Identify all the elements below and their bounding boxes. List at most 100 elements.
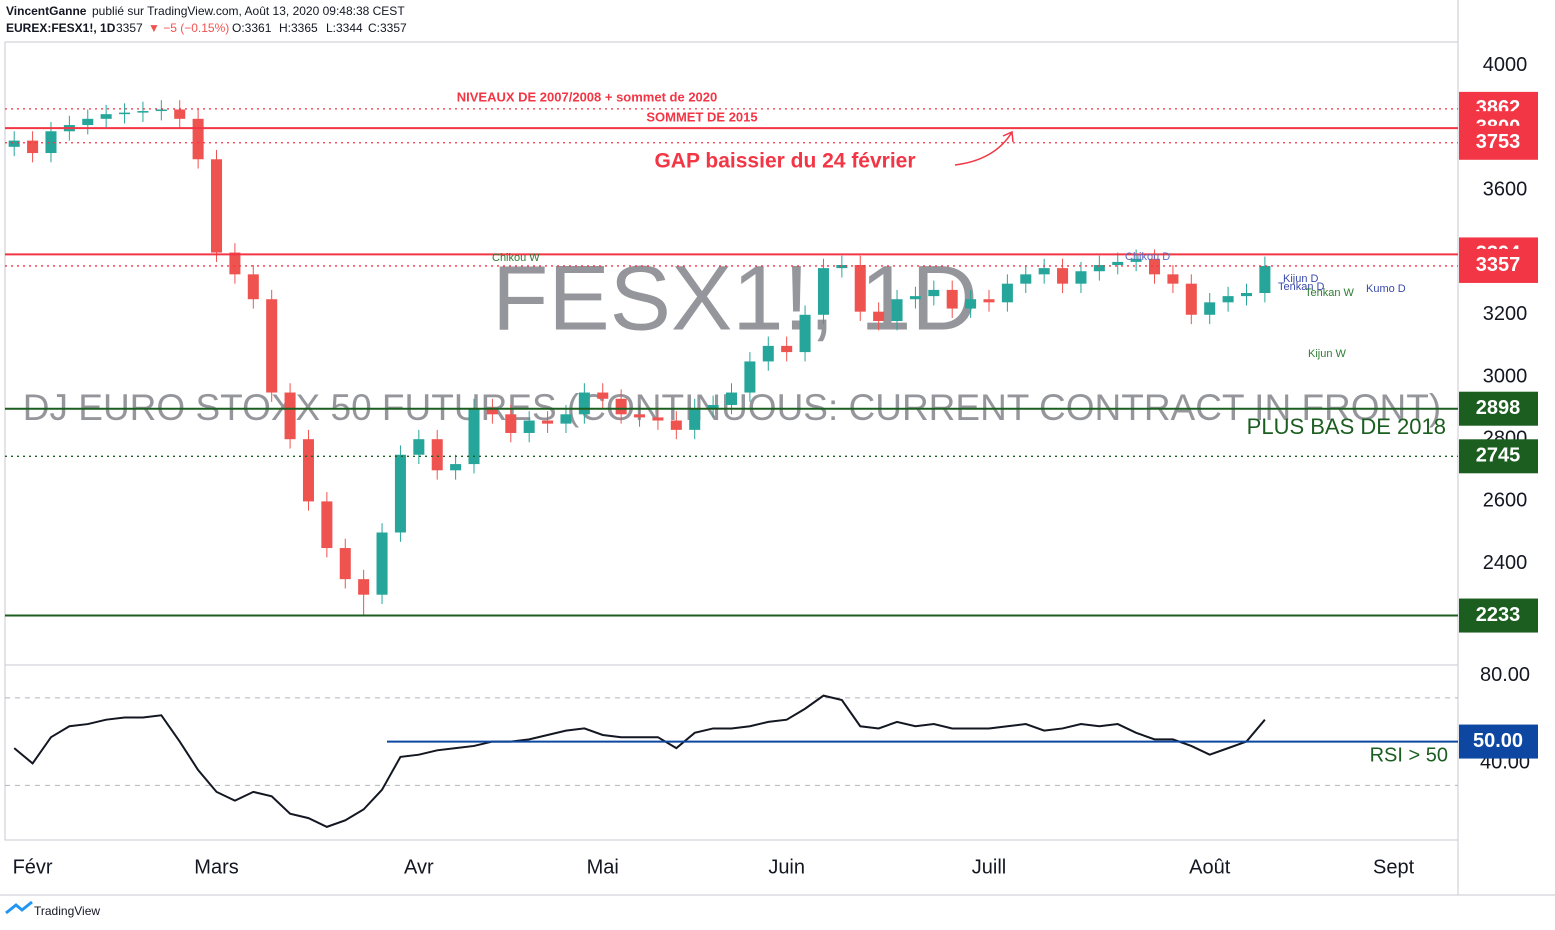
indicator-label: Chikou D xyxy=(1125,251,1170,263)
x-tick-label: Août xyxy=(1189,856,1231,878)
candle-body xyxy=(376,532,388,595)
x-tick-label: Mars xyxy=(194,856,238,878)
price-label: 2745 xyxy=(1476,445,1521,467)
indicator-label: Tenkan D xyxy=(1278,281,1325,293)
indicator-label: Tenkan W xyxy=(1305,287,1355,299)
candle-body xyxy=(431,439,443,471)
candle-body xyxy=(358,579,370,595)
high: H:3365 xyxy=(279,21,318,35)
indicator-label: Kijun W xyxy=(1308,348,1347,360)
candle-body xyxy=(652,417,664,421)
price-label-box xyxy=(1459,125,1538,160)
candle-body xyxy=(468,408,480,465)
x-tick-label: Avr xyxy=(404,856,434,878)
brand[interactable]: TradingView xyxy=(34,904,100,918)
candle-body xyxy=(615,398,627,415)
price-label-box xyxy=(1459,439,1538,474)
candle-body xyxy=(836,265,848,269)
candle-body xyxy=(486,408,498,415)
candle-body xyxy=(725,392,738,405)
candle-body xyxy=(744,361,756,393)
candle-body xyxy=(1240,293,1253,297)
x-tick-label: Juill xyxy=(972,856,1006,878)
candle-body xyxy=(597,392,609,399)
candle-body xyxy=(634,414,646,418)
candle-body xyxy=(670,420,682,430)
candle-body xyxy=(450,464,462,471)
price-label: 2898 xyxy=(1476,397,1521,419)
y-tick-label: 2400 xyxy=(1483,552,1528,574)
candle-body xyxy=(799,314,811,353)
candle-body xyxy=(266,299,278,393)
x-tick-label: Févr xyxy=(13,856,53,878)
candle-body xyxy=(707,404,719,409)
candle-body xyxy=(339,548,351,580)
candle-body xyxy=(1075,271,1087,284)
candle-body xyxy=(1167,274,1179,284)
y-tick-label: 3000 xyxy=(1483,365,1528,387)
candle-body xyxy=(229,252,241,275)
candle-body xyxy=(578,392,590,415)
open: O:3361 xyxy=(232,21,272,35)
annotation: GAP baissier du 24 février xyxy=(654,150,915,173)
candle-body xyxy=(1057,268,1069,284)
rsi-level-box xyxy=(1459,724,1538,759)
candle-body xyxy=(247,274,259,300)
annotation: NIVEAUX DE 2007/2008 + sommet de 2020 xyxy=(457,89,718,104)
candle-body xyxy=(82,118,94,126)
candle-body xyxy=(210,159,223,253)
author: VincentGanne xyxy=(6,4,87,18)
candle-body xyxy=(909,296,921,300)
candle-body xyxy=(1222,296,1234,303)
y-tick-label: 2600 xyxy=(1483,490,1528,512)
candle-body xyxy=(284,392,296,440)
candle-body xyxy=(321,501,333,549)
candle-body xyxy=(1093,265,1105,272)
close: C:3357 xyxy=(368,21,407,35)
gap-arrow xyxy=(954,130,1014,166)
candle-body xyxy=(27,140,39,154)
price-label: 3753 xyxy=(1476,131,1521,153)
candle-body xyxy=(8,140,20,147)
indicator-label: Kijun D xyxy=(1283,273,1319,285)
low: L:3344 xyxy=(326,21,363,35)
candle-body xyxy=(891,299,903,321)
annotation: SOMMET DE 2015 xyxy=(646,109,757,124)
annotation: RSI > 50 xyxy=(1370,744,1448,766)
y-tick-label: 3200 xyxy=(1483,303,1528,325)
candle-body xyxy=(560,414,572,424)
candle-body xyxy=(192,118,204,160)
rsi-line xyxy=(13,694,1266,828)
candle-body xyxy=(523,420,535,433)
price-label-box xyxy=(1459,248,1538,283)
candle-body xyxy=(413,439,425,455)
y-tick-label: 3600 xyxy=(1483,179,1528,201)
candle-body xyxy=(762,345,774,362)
y-tick-label: 80.00 xyxy=(1480,664,1530,686)
candle-body xyxy=(1185,283,1197,315)
candle-body xyxy=(1259,265,1271,294)
candle-body xyxy=(1130,258,1142,262)
candle-body xyxy=(542,420,554,424)
indicator-label: Chikou W xyxy=(492,252,540,264)
price-label-box xyxy=(1459,598,1538,633)
price-label: 2233 xyxy=(1476,604,1521,626)
candle-body xyxy=(946,289,958,309)
logo xyxy=(5,900,33,915)
candle-body xyxy=(1149,258,1161,275)
candle-body xyxy=(505,414,517,433)
published: publié sur TradingView.com, Août 13, 202… xyxy=(92,4,405,18)
candle-body xyxy=(873,311,885,321)
candle-body xyxy=(100,114,112,119)
candle-body xyxy=(965,299,977,309)
indicator-label: Kumo D xyxy=(1366,283,1406,295)
candle-body xyxy=(45,131,57,154)
symbol: EUREX:FESX1!, 1D xyxy=(6,21,116,35)
candle-body xyxy=(689,408,701,430)
rsi-level-label: 50.00 xyxy=(1473,730,1523,752)
candle-body xyxy=(781,345,793,353)
candle-body xyxy=(1001,283,1013,303)
candle-body xyxy=(119,112,131,115)
candle-body xyxy=(155,109,167,112)
